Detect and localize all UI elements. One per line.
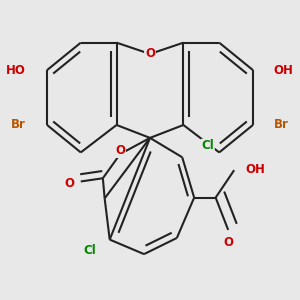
Text: Cl: Cl bbox=[83, 244, 96, 256]
Text: Br: Br bbox=[11, 118, 26, 131]
Text: O: O bbox=[145, 47, 155, 61]
Text: OH: OH bbox=[245, 163, 266, 176]
Text: O: O bbox=[145, 47, 155, 61]
Text: OH: OH bbox=[274, 64, 294, 76]
Text: O: O bbox=[64, 177, 74, 190]
Text: HO: HO bbox=[6, 64, 26, 76]
Text: Br: Br bbox=[274, 118, 289, 131]
Text: Cl: Cl bbox=[201, 140, 214, 152]
Text: O: O bbox=[115, 144, 125, 157]
Text: O: O bbox=[223, 236, 233, 249]
